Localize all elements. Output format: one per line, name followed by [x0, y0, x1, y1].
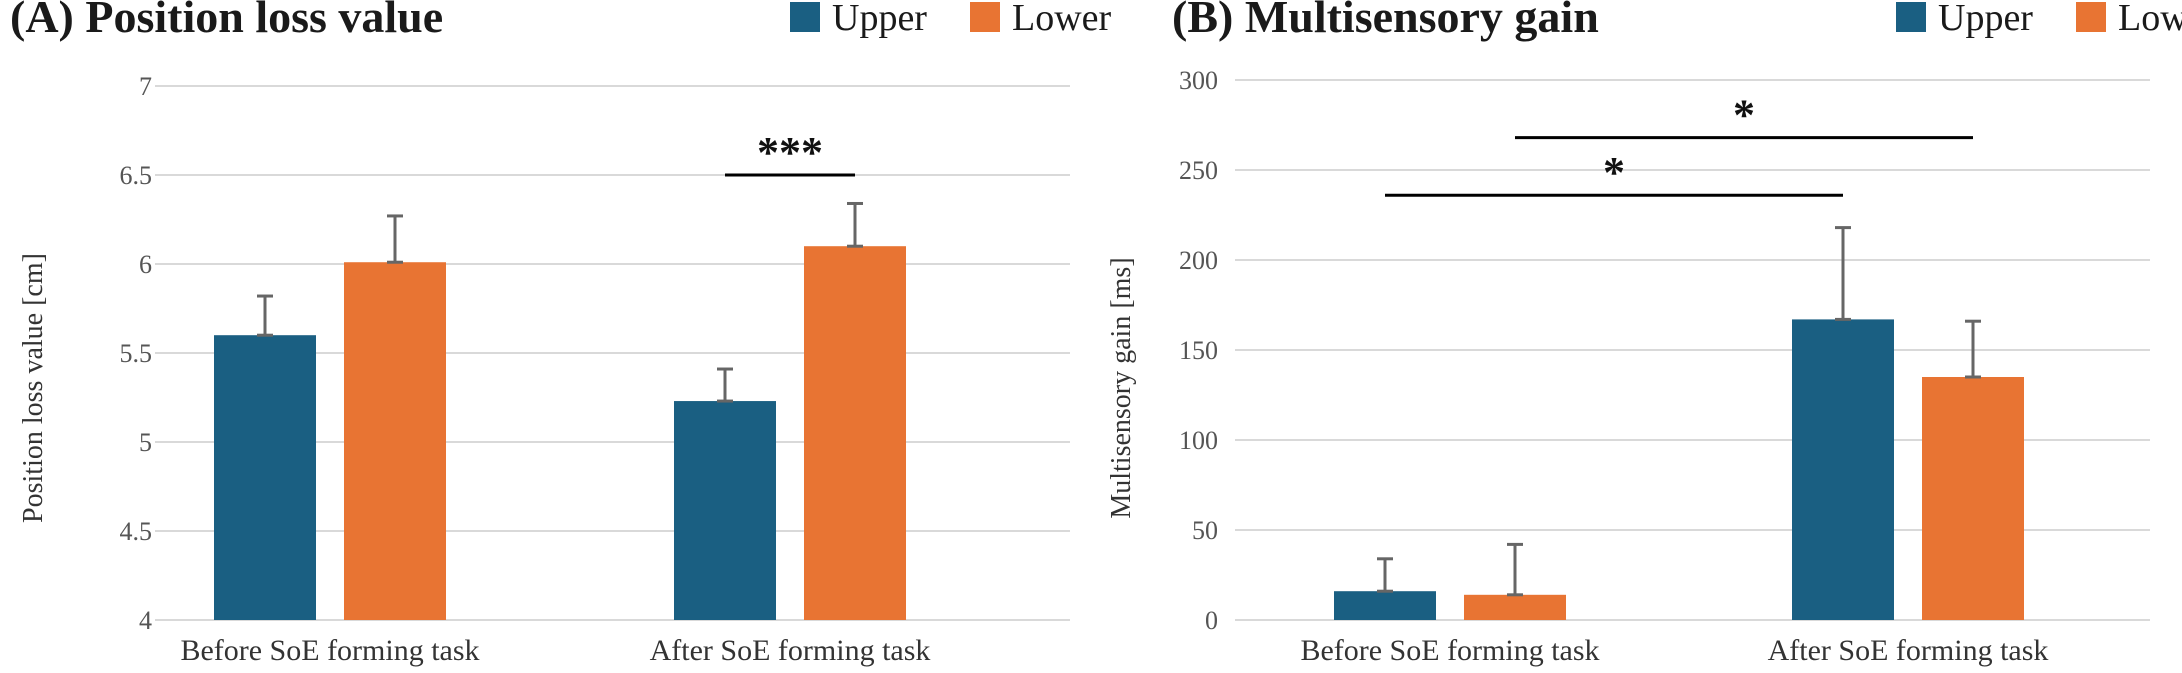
y-axis-title: Position loss value [cm]	[18, 253, 49, 523]
x-category-label: Before SoE forming task	[1300, 634, 1599, 667]
chart-title: (A) Position loss value	[10, 0, 443, 42]
x-category-label: After SoE forming task	[1768, 634, 2049, 667]
significance-label: *	[1603, 148, 1625, 197]
y-axis-title: Multisensory gain [ms]	[1106, 257, 1137, 518]
y-tick-label: 100	[1179, 426, 1218, 455]
legend-swatch-lower	[970, 2, 1000, 32]
y-tick-label: 150	[1179, 336, 1218, 365]
y-tick-label: 7	[139, 72, 152, 101]
significance-label: ***	[757, 128, 823, 177]
legend-label-lower: Lower	[2118, 0, 2182, 39]
bar-lower	[804, 246, 906, 620]
legend: Upper Lower	[790, 0, 1112, 39]
significance-label: *	[1733, 91, 1755, 140]
legend-swatch-upper	[790, 2, 820, 32]
bar-upper	[1792, 319, 1894, 620]
legend: Upper Lower	[1896, 0, 2182, 39]
legend-swatch-lower	[2076, 2, 2106, 32]
y-tick-label: 6	[139, 250, 152, 279]
legend-label-upper: Upper	[1938, 0, 2033, 39]
legend-swatch-upper	[1896, 2, 1926, 32]
legend-label-lower: Lower	[1012, 0, 1112, 39]
legend-label-upper: Upper	[832, 0, 927, 39]
plot-area: 0 50 100 150 200 250 300 Before SoE forming tas…	[1179, 66, 2150, 667]
y-tick-label: 6.5	[120, 161, 153, 190]
bar-upper	[214, 335, 316, 620]
y-tick-label: 200	[1179, 246, 1218, 275]
bar-upper	[1334, 591, 1436, 620]
x-category-label: Before SoE forming task	[180, 634, 479, 667]
y-tick-label: 50	[1192, 516, 1218, 545]
panel-a-position-loss: (A) Position loss value Upper Lower Posi…	[10, 0, 1112, 667]
y-tick-label: 4.5	[120, 517, 153, 546]
y-tick-label: 250	[1179, 156, 1218, 185]
bar-lower	[1464, 594, 1566, 620]
chart-title: (B) Multisensory gain	[1172, 0, 1599, 42]
y-tick-label: 300	[1179, 66, 1218, 95]
bar-upper	[674, 401, 776, 620]
bar-lower	[344, 262, 446, 620]
bar-lower	[1922, 377, 2024, 620]
x-category-label: After SoE forming task	[650, 634, 931, 667]
y-tick-label: 0	[1205, 606, 1218, 635]
y-tick-label: 5.5	[120, 339, 153, 368]
plot-area: 4 4.5 5 5.5 6 6.5 7 Before SoE forming task Afte…	[120, 72, 1070, 667]
panel-b-multisensory-gain: (B) Multisensory gain Upper Lower Multis…	[1106, 0, 2182, 667]
y-tick-label: 5	[139, 428, 152, 457]
y-tick-label: 4	[139, 606, 152, 635]
